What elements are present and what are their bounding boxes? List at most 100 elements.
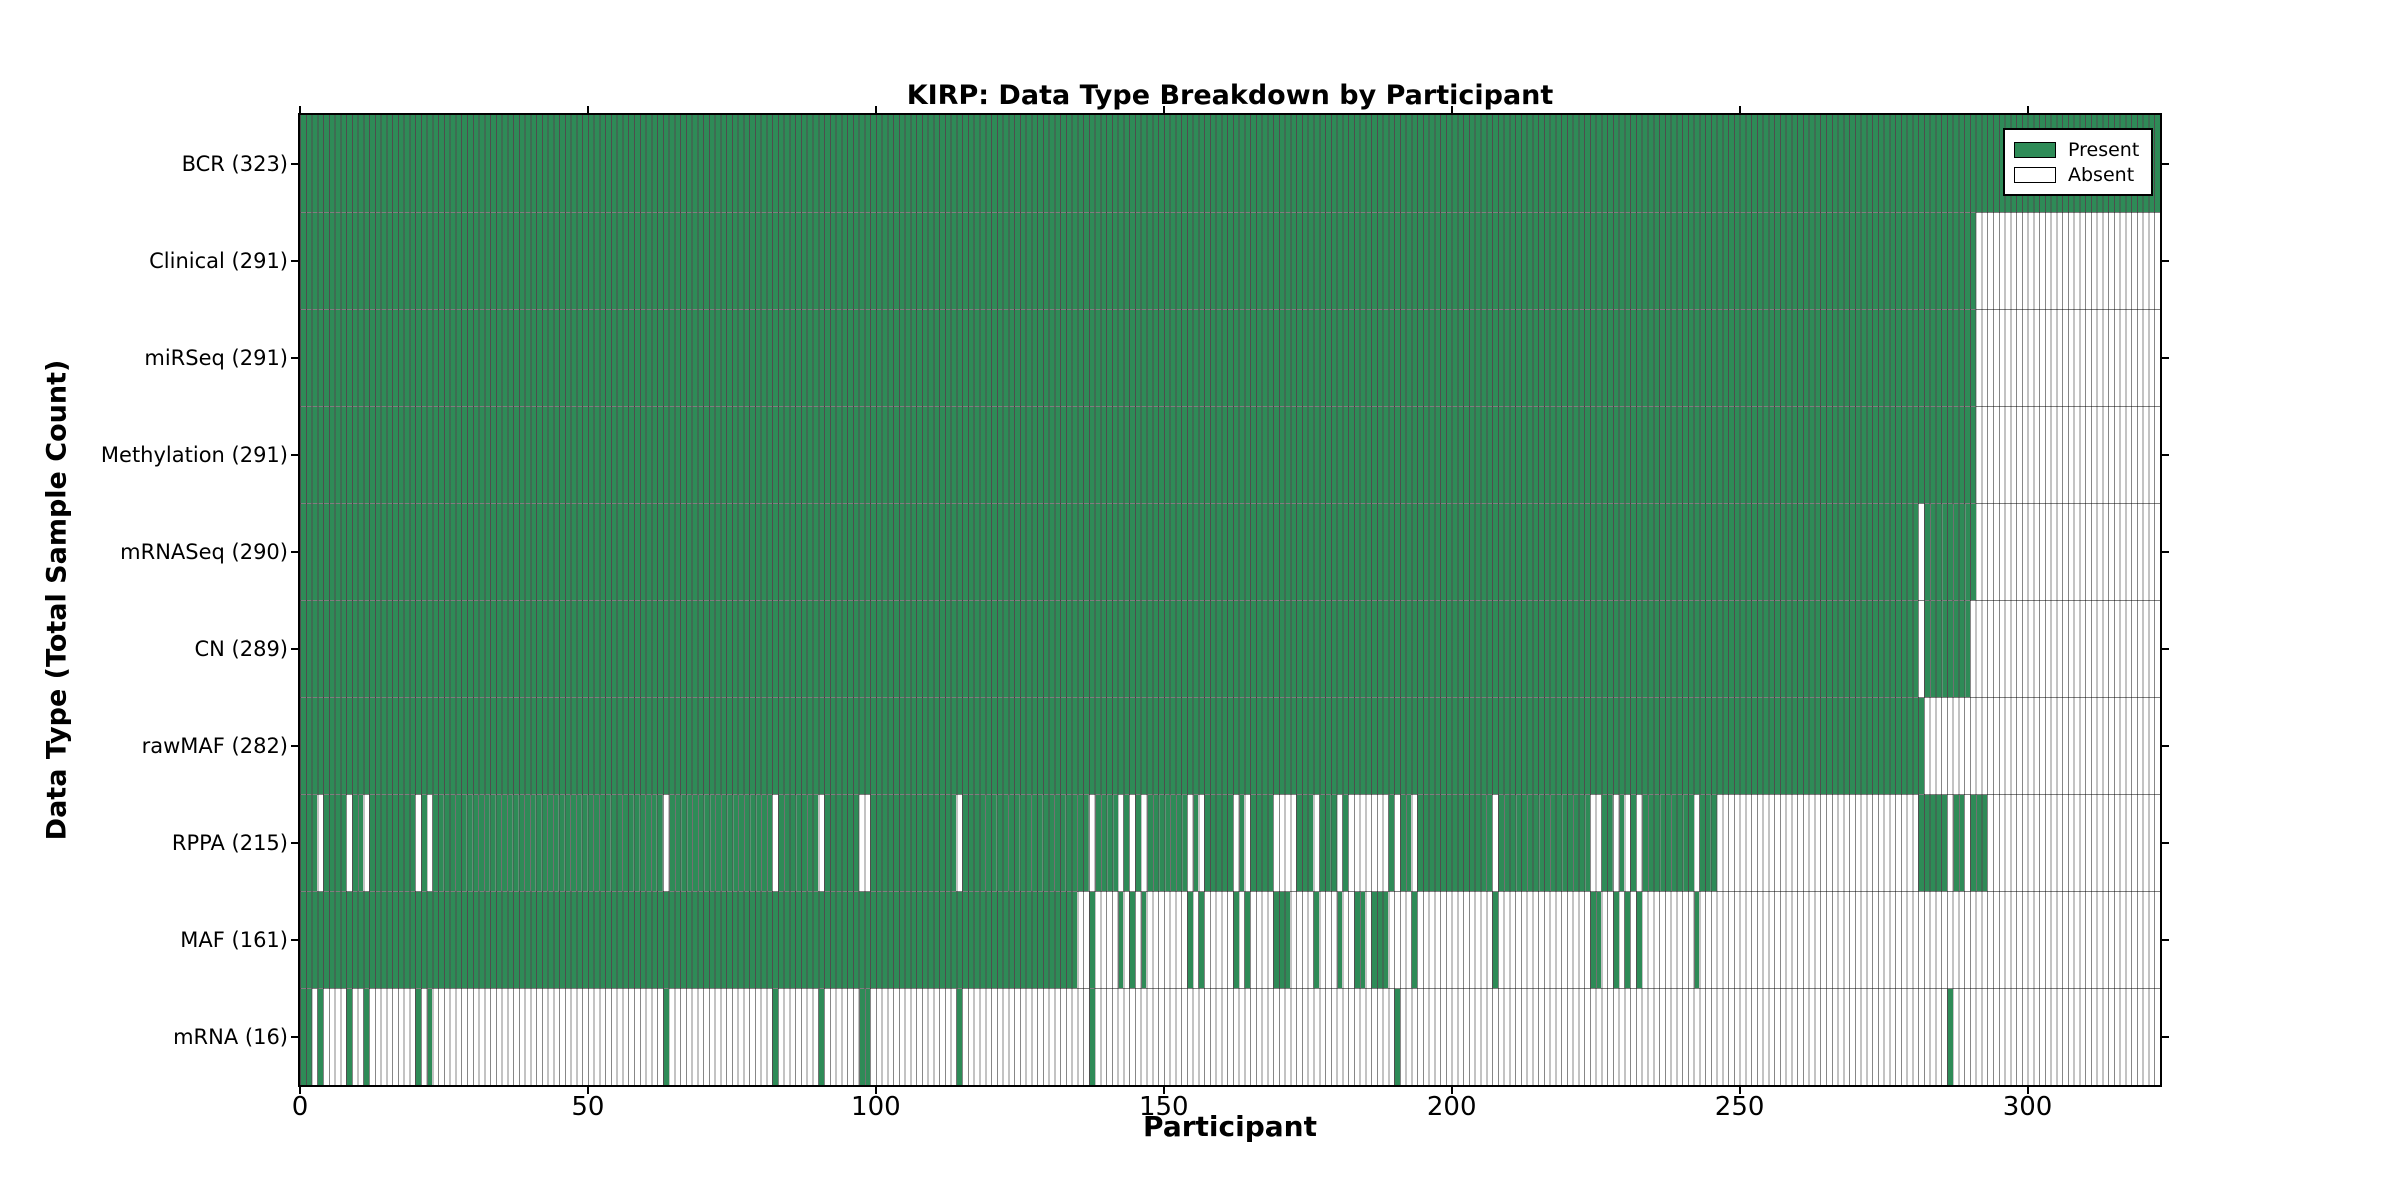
- x-tick-mark-top: [586, 106, 589, 113]
- present-segment: [300, 213, 1976, 309]
- present-segment: [300, 115, 2160, 212]
- y-tick-mark-right: [2162, 841, 2169, 844]
- y-tick-mark-right: [2162, 550, 2169, 553]
- present-segment: [1946, 989, 1953, 1085]
- y-tick-label: Methylation (291): [100, 442, 288, 467]
- x-tick-mark-bottom: [299, 1087, 301, 1094]
- data-row-rawMAF: [300, 697, 2160, 794]
- x-tick-mark-top: [2026, 106, 2029, 113]
- present-segment: [1134, 795, 1141, 891]
- legend: Present Absent: [2003, 128, 2153, 196]
- present-segment: [824, 795, 859, 891]
- present-segment: [1319, 795, 1337, 891]
- y-tick-mark-left: [291, 162, 298, 165]
- y-tick-mark-left: [291, 1035, 298, 1038]
- x-tick-mark-bottom: [1162, 1087, 1165, 1094]
- present-segment: [1088, 989, 1095, 1085]
- present-segment: [1192, 795, 1199, 891]
- legend-entry-absent: Absent: [2014, 162, 2142, 187]
- data-row-CN: [300, 600, 2160, 697]
- present-segment: [1923, 601, 1970, 697]
- data-row-miRSeq: [300, 309, 2160, 406]
- present-segment: [772, 989, 778, 1085]
- present-segment: [1952, 795, 1965, 891]
- present-segment: [1918, 795, 1947, 891]
- present-segment: [363, 989, 370, 1085]
- present-segment: [346, 989, 352, 1085]
- y-tick-label: mRNA (16): [173, 1024, 288, 1049]
- present-segment: [323, 795, 347, 891]
- present-segment: [1624, 892, 1631, 988]
- y-tick-mark-right: [2162, 356, 2169, 359]
- x-tick-label: 150: [1138, 1092, 1189, 1122]
- present-segment: [1492, 892, 1498, 988]
- present-segment: [870, 795, 957, 891]
- y-tick-mark-left: [291, 841, 298, 844]
- present-segment: [300, 407, 1976, 503]
- present-segment: [1371, 892, 1389, 988]
- plot-area: Present Absent: [298, 113, 2162, 1087]
- present-segment: [1336, 892, 1343, 988]
- present-segment: [662, 989, 669, 1085]
- present-segment: [1244, 892, 1251, 988]
- present-segment: [1399, 795, 1412, 891]
- x-tick-mark-top: [1738, 106, 1741, 113]
- present-segment: [300, 601, 1919, 697]
- present-segment: [300, 795, 318, 891]
- present-segment: [1198, 892, 1205, 988]
- present-segment: [818, 989, 825, 1085]
- present-segment: [300, 310, 1976, 406]
- y-tick-mark-right: [2162, 259, 2169, 262]
- y-tick-mark-left: [291, 356, 298, 359]
- present-segment: [300, 989, 312, 1085]
- present-segment: [858, 989, 871, 1085]
- legend-entry-present: Present: [2014, 137, 2142, 162]
- present-segment: [956, 989, 963, 1085]
- present-segment: [420, 795, 427, 891]
- data-row-mRNA: [300, 988, 2160, 1085]
- y-tick-label: RPPA (215): [171, 830, 288, 855]
- data-row-Methylation: [300, 406, 2160, 503]
- present-segment: [777, 795, 819, 891]
- present-segment: [1589, 892, 1602, 988]
- x-tick-mark-top: [1162, 106, 1165, 113]
- y-tick-mark-right: [2162, 1035, 2169, 1038]
- present-segment: [1411, 892, 1418, 988]
- x-tick-mark-top: [299, 106, 301, 113]
- present-segment: [1146, 795, 1187, 891]
- present-segment: [1630, 795, 1636, 891]
- present-segment: [1394, 989, 1400, 1085]
- present-segment: [1094, 795, 1118, 891]
- y-tick-mark-left: [291, 550, 298, 553]
- present-segment: [1699, 795, 1717, 891]
- data-row-MAF: [300, 891, 2160, 988]
- present-segment: [1601, 795, 1613, 891]
- present-segment: [1250, 795, 1274, 891]
- present-segment: [426, 989, 433, 1085]
- x-tick-label: 100: [851, 1092, 901, 1122]
- x-tick-label: 0: [291, 1092, 309, 1122]
- present-segment: [1313, 892, 1320, 988]
- present-segment: [1204, 795, 1233, 891]
- y-tick-label: mRNASeq (290): [120, 539, 288, 564]
- present-segment: [1923, 504, 1976, 600]
- present-segment: [351, 795, 364, 891]
- present-segment: [1497, 795, 1590, 891]
- y-tick-label: BCR (323): [181, 151, 288, 176]
- present-segment: [317, 989, 324, 1085]
- y-tick-label: MAF (161): [180, 927, 288, 952]
- present-segment: [1693, 892, 1700, 988]
- x-tick-label: 300: [2002, 1092, 2053, 1122]
- present-segment: [668, 795, 773, 891]
- present-segment: [1232, 892, 1239, 988]
- x-tick-mark-bottom: [586, 1087, 589, 1094]
- present-segment: [1612, 892, 1619, 988]
- y-tick-mark-right: [2162, 744, 2169, 747]
- x-tick-mark-bottom: [2026, 1087, 2029, 1094]
- chart-title: KIRP: Data Type Breakdown by Participant: [906, 80, 1554, 111]
- present-segment: [962, 795, 1089, 891]
- present-segment: [415, 989, 421, 1085]
- data-row-RPPA: [300, 794, 2160, 891]
- y-tick-label: rawMAF (282): [141, 733, 288, 758]
- y-tick-label: miRSeq (291): [144, 345, 288, 370]
